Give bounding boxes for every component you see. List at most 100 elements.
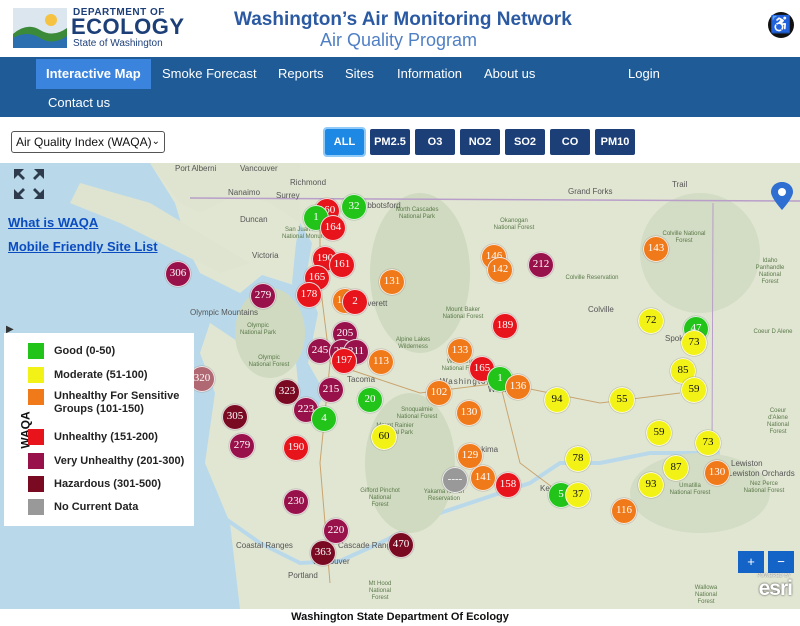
site-marker[interactable]: 73 [695,430,721,456]
ecology-logo[interactable]: DEPARTMENT OF ECOLOGY State of Washingto… [13,6,184,52]
logo-state: State of Washington [73,38,163,49]
place-label: Colville National Forest [662,231,706,244]
site-marker[interactable]: 59 [681,377,707,403]
pollutant-pm25-button[interactable]: PM2.5 [370,129,410,155]
pollutant-no2-button[interactable]: NO2 [460,129,500,155]
site-marker[interactable]: 55 [609,387,635,413]
place-label: Colville [588,305,614,314]
site-marker[interactable]: 197 [331,348,357,374]
legend-swatch [28,453,44,469]
site-marker[interactable]: 72 [638,308,664,334]
header: DEPARTMENT OF ECOLOGY State of Washingto… [0,0,800,57]
nav-reports[interactable]: Reports [278,66,324,81]
site-marker[interactable]: 142 [487,257,513,283]
site-marker[interactable]: 212 [528,252,554,278]
what-is-waqa-link[interactable]: What is WAQA [8,215,99,230]
place-label: Gifford Pinchot National Forest [360,488,400,508]
pollutant-so2-button[interactable]: SO2 [505,129,545,155]
place-label: Coeur d'Alene National Forest [766,408,789,435]
index-select[interactable]: Air Quality Index (WAQA) ⌄ [11,131,165,153]
legend-label: Unhealthy For Sensitive Groups (101-150) [54,390,180,415]
nav-login[interactable]: Login [628,66,660,81]
site-marker[interactable]: 164 [320,215,346,241]
site-marker[interactable]: 220 [323,518,349,544]
site-marker[interactable]: 87 [663,455,689,481]
zoom-out-button[interactable]: − [768,551,794,573]
site-marker[interactable]: 94 [544,387,570,413]
place-label: Duncan [240,215,268,224]
site-marker[interactable]: 93 [638,472,664,498]
place-label: Cascade Range [338,541,396,550]
site-marker[interactable]: 32 [341,194,367,220]
site-marker[interactable]: 279 [250,283,276,309]
site-marker[interactable]: 190 [283,435,309,461]
site-marker[interactable]: 305 [222,404,248,430]
site-marker[interactable]: 178 [296,282,322,308]
caret-right-icon[interactable]: ▶ [6,324,14,335]
chevron-down-icon: ⌄ [151,136,160,147]
site-marker[interactable]: 116 [611,498,637,524]
mobile-site-list-link[interactable]: Mobile Friendly Site List [8,239,158,254]
site-marker[interactable]: 161 [329,252,355,278]
zoom-in-button[interactable]: + [738,551,764,573]
pollutant-all-button[interactable]: ALL [323,127,366,157]
nav-contact-us[interactable]: Contact us [48,95,111,110]
fullscreen-icon[interactable] [12,167,46,201]
place-label: Victoria [252,251,279,260]
location-pin-icon[interactable] [768,181,796,211]
nav-smoke-forecast[interactable]: Smoke Forecast [162,66,257,81]
legend-swatch [28,499,44,515]
site-marker[interactable]: 141 [470,465,496,491]
esri-logo: esri [758,577,793,600]
site-marker[interactable]: 78 [565,446,591,472]
nav-about-us[interactable]: About us [484,66,536,81]
place-label: Nanaimo [228,188,261,197]
site-marker[interactable]: 4 [311,406,337,432]
place-label: Colville Reservation [565,275,619,281]
index-select-value: Air Quality Index (WAQA) [16,135,152,149]
site-marker[interactable]: 102 [426,380,452,406]
site-marker[interactable]: 60 [371,424,397,450]
pollutant-pm10-button[interactable]: PM10 [595,129,635,155]
site-marker[interactable]: 133 [447,338,473,364]
site-marker[interactable]: 158 [495,472,521,498]
site-marker[interactable]: 37 [565,482,591,508]
place-label: Yakama Nation Reservation [423,489,465,502]
site-marker[interactable]: 129 [457,443,483,469]
pollutant-co-button[interactable]: CO [550,129,590,155]
site-marker[interactable]: 215 [318,377,344,403]
nav-sites[interactable]: Sites [345,66,374,81]
site-marker[interactable]: 59 [646,420,672,446]
site-marker[interactable]: 130 [456,400,482,426]
site-marker[interactable]: 136 [505,374,531,400]
place-label: Portland [288,571,318,580]
legend-label: No Current Data [54,501,139,513]
site-marker[interactable]: 130 [704,460,730,486]
site-marker[interactable]: 2 [342,289,368,315]
place-label: Abbotsford [362,201,401,210]
site-marker[interactable]: 230 [283,489,309,515]
site-marker[interactable]: 143 [643,236,669,262]
site-marker[interactable]: 113 [368,349,394,375]
place-label: Alpine Lakes Wilderness [395,337,431,350]
place-label: Nez Perce National Forest [743,481,785,494]
site-marker[interactable]: 189 [492,313,518,339]
site-marker[interactable]: ---- [442,467,468,493]
nav-information[interactable]: Information [397,66,463,81]
place-label: Wallowa National Forest [694,585,718,605]
site-marker[interactable]: 363 [310,540,336,566]
nav-interactive-map[interactable]: Interactive Map [36,59,151,89]
site-marker[interactable]: 245 [307,338,333,364]
map-view[interactable]: Port Alberni Vancouver Richmond Surrey A… [0,163,800,609]
site-marker[interactable]: 20 [357,387,383,413]
place-label: Mt Hood National Forest [368,581,392,601]
pollutant-o3-button[interactable]: O3 [415,129,455,155]
site-marker[interactable]: 131 [379,269,405,295]
site-marker[interactable]: 73 [681,330,707,356]
place-label: Trail [672,180,688,189]
accessibility-icon[interactable]: ♿ [768,12,794,38]
main-nav: Interactive Map Smoke Forecast Reports S… [0,57,800,117]
site-marker[interactable]: 306 [165,261,191,287]
site-marker[interactable]: 470 [388,532,414,558]
site-marker[interactable]: 279 [229,433,255,459]
